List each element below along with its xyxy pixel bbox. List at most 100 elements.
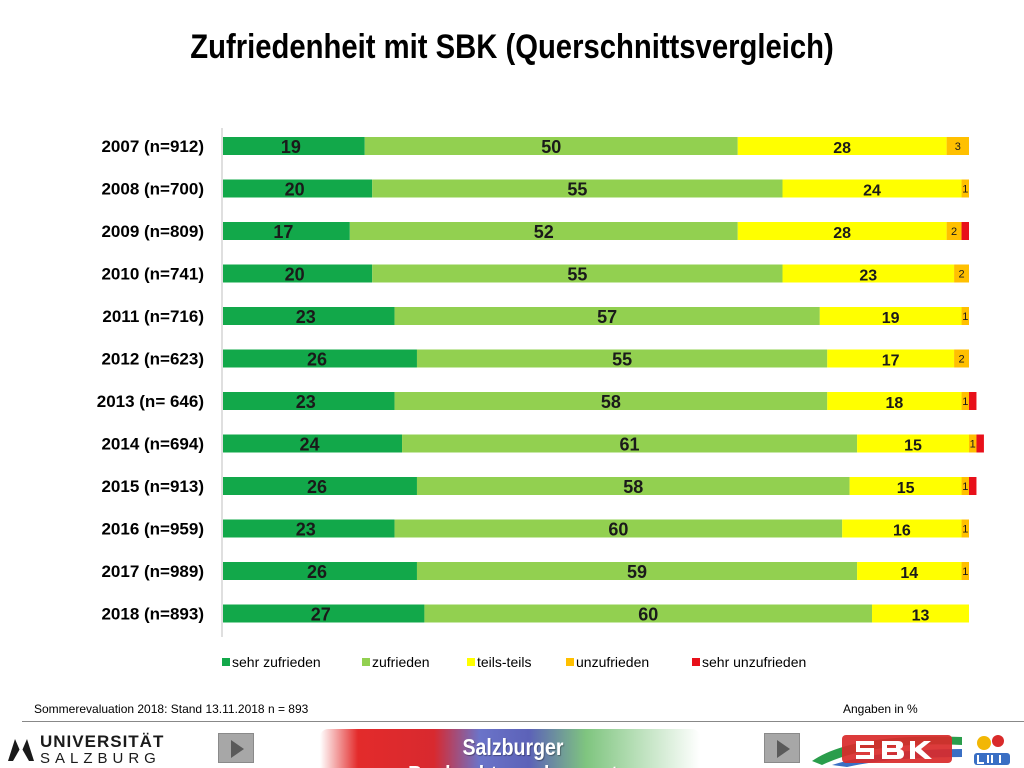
bar-segment: [857, 434, 969, 453]
bar-segment: [394, 519, 843, 538]
bar-segment: [394, 307, 820, 325]
category-label: 2009 (n=809): [101, 222, 204, 241]
bar-segment: [394, 392, 828, 410]
data-label: 58: [601, 392, 621, 412]
data-label: 19: [882, 310, 900, 327]
data-label: 24: [300, 435, 320, 455]
play-icon: [777, 740, 790, 758]
bar-segment: [961, 392, 969, 410]
bar-segment: [849, 477, 962, 495]
category-label: 2016 (n=959): [101, 520, 204, 539]
bar-segment: [223, 519, 395, 538]
data-label: 16: [893, 523, 911, 540]
university-emblem-icon: [8, 739, 34, 761]
category-label: 2008 (n=700): [101, 180, 204, 199]
data-label: 60: [608, 520, 628, 540]
data-label: 17: [273, 222, 293, 242]
data-label: 1: [962, 311, 968, 323]
data-label: 52: [534, 222, 554, 242]
data-label: 26: [307, 562, 327, 582]
bar-segment: [223, 264, 373, 283]
data-label: 55: [567, 180, 587, 200]
data-label: 14: [900, 565, 918, 582]
bar-segment: [223, 477, 417, 495]
data-label: 15: [904, 438, 922, 455]
category-label: 2013 (n= 646): [97, 392, 204, 411]
bar-segment: [961, 477, 969, 495]
data-label: 2: [958, 269, 964, 281]
stacked-bar-chart: 2007 (n=912) 2008 (n=700) 2009 (n=809) 2010…: [97, 128, 984, 670]
legend-swatch: [362, 658, 370, 666]
bar-segment: [737, 137, 947, 155]
category-label: 2017 (n=989): [101, 562, 204, 581]
bar-segment: [416, 349, 828, 368]
bar-segment: [223, 179, 373, 198]
legend-swatch: [692, 658, 700, 666]
bar-segment: [946, 137, 969, 155]
bar-segment: [223, 349, 417, 368]
category-label: 2010 (n=741): [101, 265, 204, 284]
bar-segment: [372, 264, 783, 283]
bar-segment: [827, 392, 962, 410]
data-label: 18: [886, 395, 904, 412]
banner-title: Salzburger Beobachtungskonzept: [408, 734, 618, 768]
data-label: 1: [970, 439, 976, 451]
bar-segment: [349, 222, 738, 240]
legend-swatch: [222, 658, 230, 666]
legend-swatch: [467, 658, 475, 666]
data-label: 1: [962, 524, 968, 536]
category-label: 2014 (n=694): [101, 435, 204, 454]
data-label: 2: [951, 226, 957, 238]
bar-segment: [969, 392, 977, 410]
bar-segment: [223, 604, 425, 623]
category-label: 2011 (n=716): [102, 307, 204, 326]
bar-segment: [946, 222, 962, 240]
bar-segment: [364, 137, 738, 155]
university-name-line2: SALZBURG: [40, 750, 161, 767]
bar-segment: [961, 179, 969, 198]
data-label: 24: [863, 183, 881, 200]
data-label: 23: [296, 307, 316, 327]
previous-slide-button[interactable]: [218, 733, 254, 763]
bar-segment: [961, 222, 969, 240]
data-label: 1: [962, 566, 968, 578]
university-logo: UNIVERSITÄT SALZBURG: [6, 731, 164, 767]
data-label: 27: [311, 605, 331, 625]
bar-segment: [372, 179, 783, 198]
lbk-logo: [974, 735, 1010, 765]
data-label: 17: [882, 353, 900, 370]
data-label: 61: [620, 435, 640, 455]
next-slide-button[interactable]: [764, 733, 800, 763]
bar-segment: [857, 562, 962, 580]
bar-segment: [424, 604, 873, 623]
data-label: 50: [541, 137, 561, 157]
bar-segment: [782, 179, 962, 198]
category-label: 2012 (n=623): [101, 350, 204, 369]
legend-swatch: [566, 658, 574, 666]
data-label: 23: [859, 268, 877, 285]
category-label: 2015 (n=913): [101, 477, 204, 496]
data-label: 58: [623, 477, 643, 497]
bar-segment: [961, 562, 969, 580]
bar-segment: [223, 222, 350, 240]
data-label: 13: [912, 608, 930, 625]
bar-segment: [969, 477, 977, 495]
bar-segment: [416, 562, 858, 580]
data-label: 2: [958, 354, 964, 366]
data-label: 20: [285, 180, 305, 200]
data-label: 60: [638, 605, 658, 625]
sbk-logo: [812, 735, 962, 767]
legend-label: sehr unzufrieden: [702, 654, 806, 670]
category-label: 2018 (n=893): [101, 605, 204, 624]
bar-segment: [819, 307, 962, 325]
bar-segment: [976, 434, 984, 453]
university-name-line1: UNIVERSITÄT: [40, 732, 165, 751]
data-label: 23: [296, 520, 316, 540]
bar-segment: [954, 349, 969, 368]
data-label: 19: [281, 137, 301, 157]
bar-segment: [223, 307, 395, 325]
bar-segment: [961, 307, 969, 325]
bar-segment: [842, 519, 962, 538]
legend-label: sehr zufrieden: [232, 654, 321, 670]
legend-label: zufrieden: [372, 654, 430, 670]
